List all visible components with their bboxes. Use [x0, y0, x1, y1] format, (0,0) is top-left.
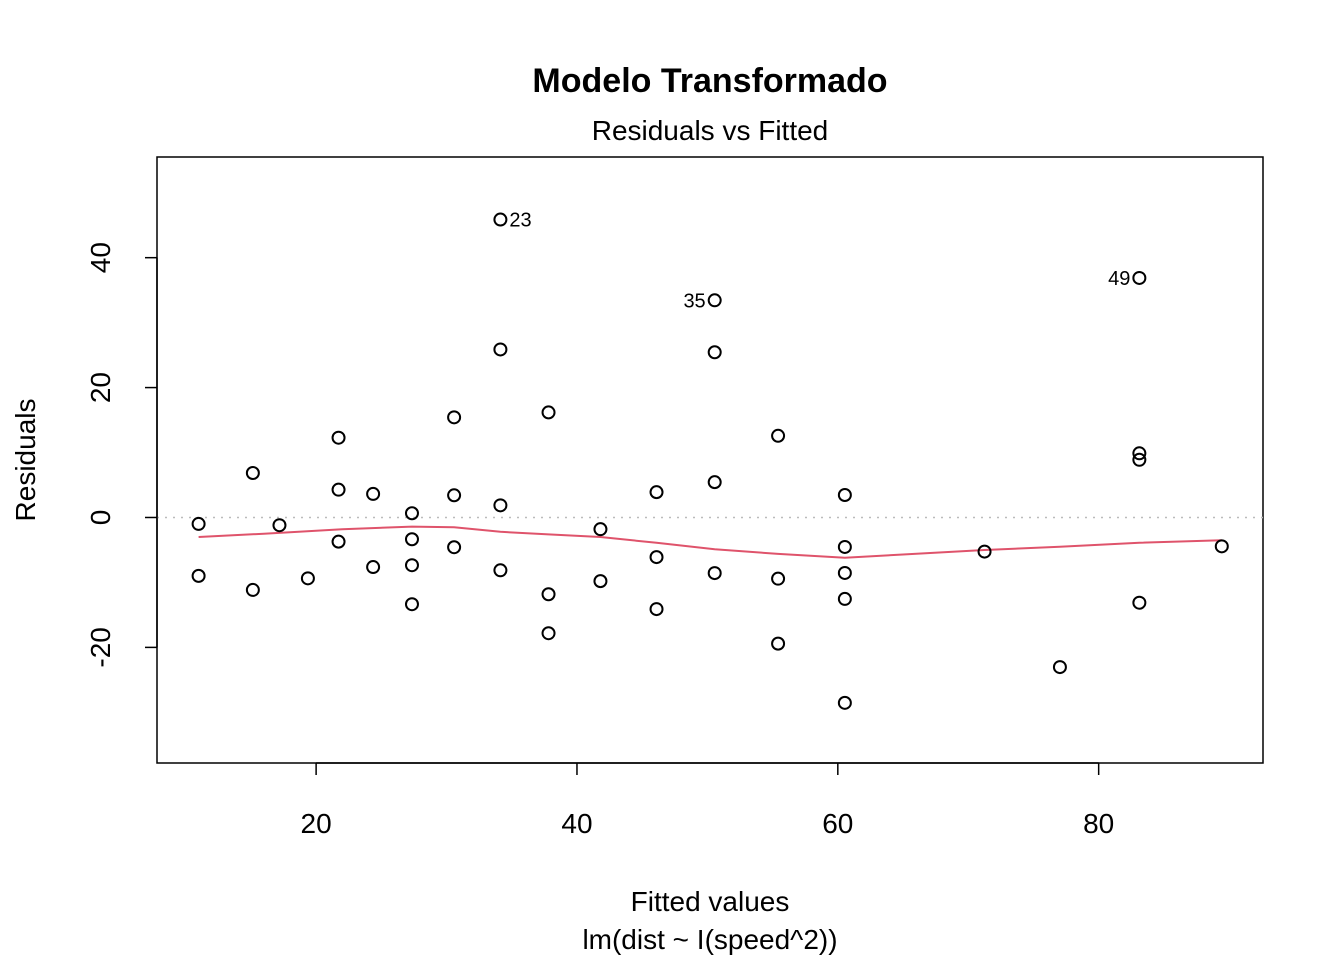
x-axis: 20 40 60 80 — [301, 762, 1114, 839]
outlier-labels: 23 35 49 — [509, 210, 1130, 313]
data-point — [493, 563, 508, 578]
data-point — [593, 574, 608, 589]
y-tick-label: 0 — [85, 510, 116, 526]
data-point — [1132, 270, 1147, 285]
data-point — [837, 488, 852, 503]
x-axis-subtitle: lm(dist ~ I(speed^2)) — [582, 924, 837, 955]
y-tick-label: -20 — [85, 627, 116, 667]
data-point — [404, 597, 419, 612]
data-point — [649, 550, 664, 565]
x-tick-label: 20 — [301, 808, 332, 839]
x-tick-label: 60 — [822, 808, 853, 839]
data-point — [707, 475, 722, 490]
data-point — [272, 518, 287, 533]
point-label: 23 — [509, 210, 531, 232]
data-point — [541, 405, 556, 420]
data-point — [447, 410, 462, 425]
point-label: 49 — [1108, 268, 1130, 290]
chart-subtitle: Residuals vs Fitted — [592, 115, 829, 146]
data-point — [1132, 446, 1147, 461]
data-point — [447, 488, 462, 503]
data-point — [300, 571, 315, 586]
data-point — [245, 582, 260, 597]
data-point — [707, 345, 722, 360]
data-point — [404, 506, 419, 521]
data-point — [245, 465, 260, 480]
data-point — [707, 566, 722, 581]
data-point — [191, 516, 206, 531]
data-point — [1132, 595, 1147, 610]
loess-smoother-line — [198, 525, 1222, 559]
data-point — [366, 560, 381, 575]
data-point — [837, 539, 852, 554]
point-label: 35 — [683, 290, 705, 312]
y-tick-label: 20 — [85, 372, 116, 403]
data-point — [771, 571, 786, 586]
data-point — [649, 485, 664, 500]
data-point — [1132, 452, 1147, 467]
residual-points — [191, 212, 1229, 710]
x-tick-label: 40 — [561, 808, 592, 839]
data-point — [771, 636, 786, 651]
data-point — [541, 587, 556, 602]
data-point — [1214, 539, 1229, 554]
data-point — [191, 568, 206, 583]
data-point — [404, 558, 419, 573]
data-point — [493, 498, 508, 513]
data-point — [366, 486, 381, 501]
data-point — [977, 544, 992, 559]
data-point — [837, 591, 852, 606]
data-point — [541, 626, 556, 641]
chart-title: Modelo Transformado — [532, 62, 887, 100]
y-axis-title: Residuals — [10, 399, 41, 522]
data-point — [331, 482, 346, 497]
x-tick-label: 80 — [1083, 808, 1114, 839]
data-point — [837, 695, 852, 710]
y-axis: -20 0 20 40 — [85, 242, 158, 668]
data-point — [331, 534, 346, 549]
data-point — [771, 428, 786, 443]
plot-frame — [156, 156, 1264, 764]
data-point — [1052, 660, 1067, 675]
data-point — [404, 532, 419, 547]
data-point — [837, 565, 852, 580]
data-point — [493, 212, 508, 227]
x-axis-title: Fitted values — [631, 886, 790, 917]
data-point — [493, 342, 508, 357]
data-point — [593, 522, 608, 537]
data-point — [649, 602, 664, 617]
data-point — [331, 430, 346, 445]
y-tick-label: 40 — [85, 242, 116, 273]
data-point — [707, 293, 722, 308]
data-point — [447, 540, 462, 555]
